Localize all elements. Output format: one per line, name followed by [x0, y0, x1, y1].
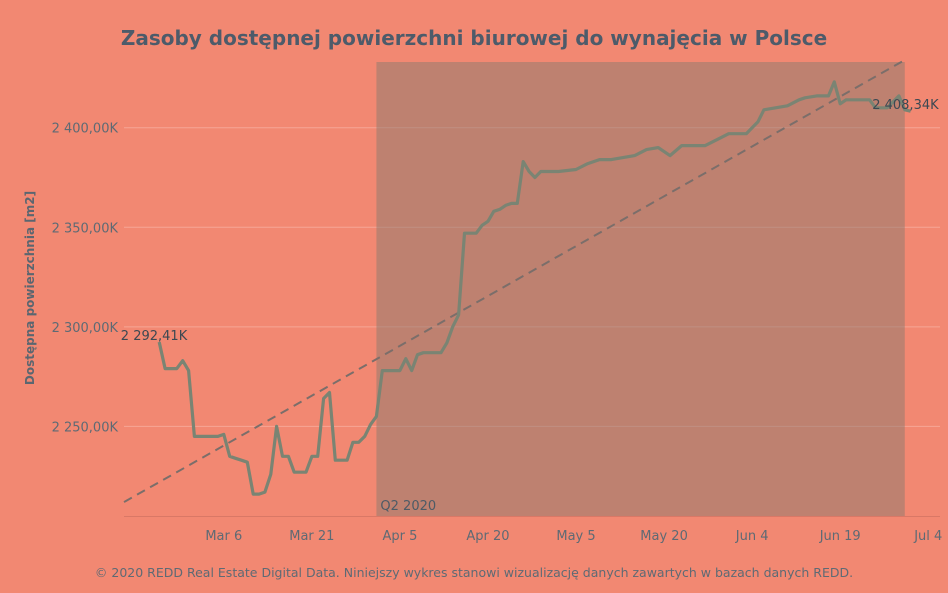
q2-band: [376, 62, 905, 516]
series-line: [157, 80, 911, 496]
x-tick-label: May 20: [640, 529, 688, 544]
x-tick-label: Jun 19: [819, 529, 861, 544]
x-tick-label: Mar 6: [205, 529, 242, 544]
x-axis: Mar 6 Mar 21 Apr 5 Apr 20 May 5 May 20 Jun 4 Ju…: [205, 529, 942, 544]
x-tick-label: May 5: [556, 529, 595, 544]
footer-note: © 2020 REDD Real Estate Digital Data. Ni…: [95, 565, 853, 580]
y-tick-label: 2 300,00K: [52, 321, 119, 336]
y-axis-label: Dostępna powierzchnia [m2]: [23, 191, 37, 385]
data-labels: 2 292,41K 2 408,34K: [121, 98, 939, 344]
x-tick-label: Jun 4: [735, 529, 769, 544]
x-tick-label: Apr 5: [382, 529, 417, 544]
x-tick-label: Apr 20: [466, 529, 509, 544]
y-axis: 2 250,00K 2 300,00K 2 350,00K 2 400,00K: [52, 122, 119, 436]
data-label: 2 408,34K: [872, 98, 939, 113]
y-tick-label: 2 350,00K: [52, 221, 119, 236]
y-tick-label: 2 400,00K: [52, 122, 119, 137]
x-tick-label: Mar 21: [289, 529, 334, 544]
y-tick-label: 2 250,00K: [52, 420, 119, 435]
x-tick-label: Jul 4: [913, 529, 942, 544]
data-label: 2 292,41K: [121, 329, 188, 344]
q2-band-label: Q2 2020: [380, 499, 436, 514]
chart-title: Zasoby dostępnej powierzchni biurowej do…: [121, 26, 827, 50]
